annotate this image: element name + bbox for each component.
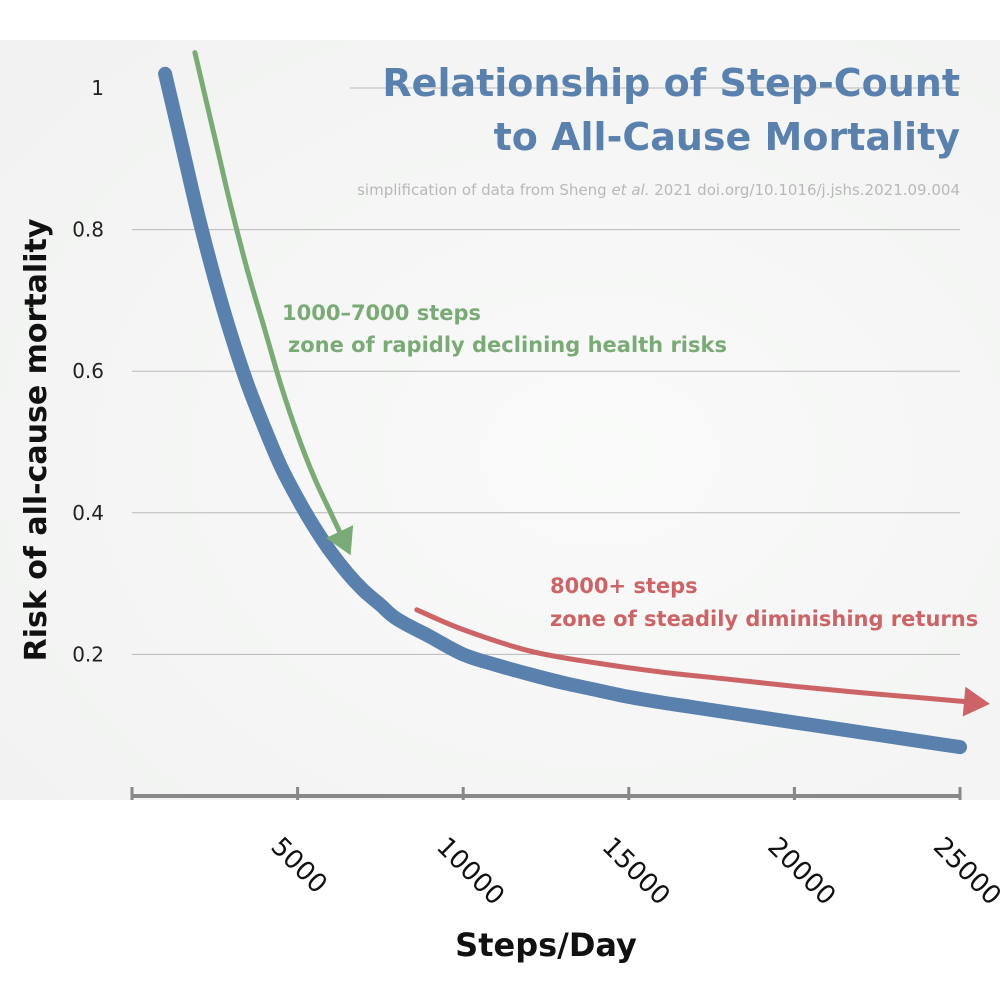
y-tick-label: 0.4 [72,501,104,525]
annotation-diminishing-returns-line-2: zone of steadily diminishing returns [550,607,978,631]
y-axis-ticks: 0.2 0.4 0.6 0.8 1 [72,76,104,666]
annotation-arrow-diminishing-returns [414,607,970,705]
chart-subtitle: simplification of data from Sheng et al.… [357,181,960,199]
y-axis-label: Risk of all-cause mortality [19,218,54,661]
y-tick-label: 0.8 [72,218,104,242]
y-tick-label: 0.2 [72,642,104,666]
y-tick-label: 1 [91,76,104,100]
annotation-rapid-decline-line-2: zone of rapidly declining health risks [288,333,727,357]
annotation-arrow-rapid-decline [192,50,344,537]
annotation-diminishing-returns-line-1: 8000+ steps [550,574,698,598]
annotation-arrowhead-diminishing-returns [962,686,990,717]
chart-title-line-1: Relationship of Step-Count [382,61,960,105]
subtitle-text-end: 2021 doi.org/10.1016/j.jshs.2021.09.004 [649,181,960,199]
subtitle-text-italic: et al. [611,181,649,199]
x-axis-label: Steps/Day [455,926,637,964]
x-tick-label: 20000 [761,832,841,912]
x-tick-label: 15000 [596,832,676,912]
y-tick-label: 0.6 [72,359,104,383]
annotation-arrowhead-rapid-decline [326,525,354,556]
x-axis: 5000 10000 15000 20000 25000 [130,787,1000,912]
subtitle-text-start: simplification of data from Sheng [357,181,611,199]
x-tick-label: 10000 [430,832,510,912]
chart-title-line-2: to All-Cause Mortality [494,115,961,159]
x-tick-label: 25000 [927,832,1000,912]
series-line-mortality-risk [158,66,967,755]
annotation-rapid-decline-line-1: 1000–7000 steps [282,301,481,325]
x-tick-label: 5000 [265,832,333,900]
gridlines [132,87,960,655]
